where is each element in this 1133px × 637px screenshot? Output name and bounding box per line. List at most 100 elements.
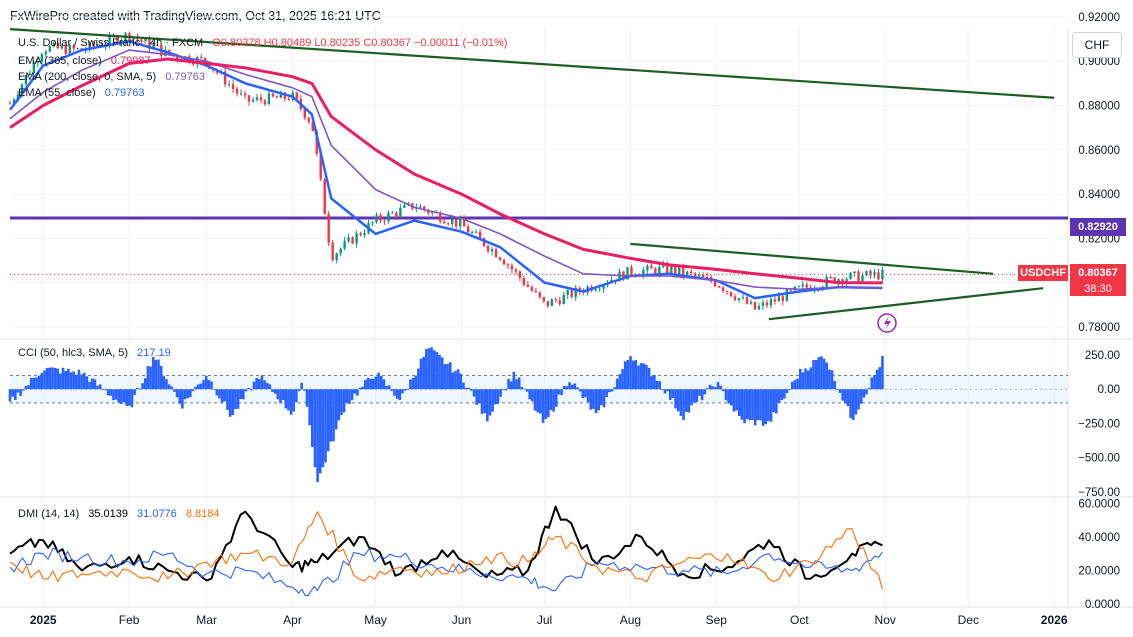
candle-body: [259, 97, 263, 101]
candle-body: [690, 271, 693, 274]
candle-body: [196, 56, 199, 65]
candle-body: [666, 264, 669, 274]
cci-bar: [491, 389, 494, 412]
candle-body: [693, 273, 697, 277]
candle-body: [462, 219, 466, 227]
cci-bar: [809, 367, 813, 390]
cci-bar: [578, 389, 582, 392]
y-tick-label: 0.0000: [1085, 599, 1120, 611]
currency-button[interactable]: CHF: [1072, 32, 1122, 58]
cci-bar: [143, 378, 147, 390]
cci-bar: [862, 389, 866, 398]
candle-body: [287, 98, 291, 100]
cci-bar: [51, 367, 54, 390]
ema365-legend: EMA (365, close) 0.79987: [18, 55, 151, 67]
dmi-legend: DMI (14, 14) 35.0139 31.0776 8.8184: [18, 508, 220, 520]
cci-bar: [141, 383, 144, 390]
cci-bar: [273, 389, 277, 394]
cci-bar: [432, 350, 436, 390]
y-tick-label: 0.88000: [1078, 101, 1120, 113]
cci-bar: [321, 389, 325, 468]
cci-bar: [788, 389, 791, 391]
y-tick-label: 0.82000: [1078, 233, 1120, 245]
cci-bar: [838, 389, 842, 393]
candle-body: [132, 37, 135, 41]
plus-di-line: [9, 547, 883, 597]
candle-body: [12, 99, 16, 104]
candle-body: [395, 212, 398, 217]
price-pane[interactable]: [8, 28, 1068, 333]
candle-body: [562, 294, 565, 305]
cci-bar: [316, 389, 319, 483]
cci-bar: [112, 389, 115, 401]
candle-body: [550, 299, 553, 306]
candle-body: [227, 84, 231, 86]
cci-bar: [554, 389, 558, 407]
cci-bar: [393, 389, 396, 396]
dmi-pane[interactable]: [9, 505, 883, 597]
cci-bar: [218, 389, 221, 399]
cci-bar: [844, 389, 847, 404]
long-term-trendline: [9, 28, 1055, 99]
main-legend: U.S. Dollar / Swiss Franc · 4h · FXCM O0…: [18, 37, 507, 49]
candle-body: [239, 93, 243, 95]
ema200-value: 0.79763: [165, 71, 205, 83]
cci-bar: [350, 389, 354, 401]
cci-bar: [499, 389, 502, 397]
cci-bar: [114, 389, 118, 400]
cci-bar: [586, 389, 590, 403]
candle-body: [267, 93, 271, 105]
cci-bar: [716, 382, 720, 390]
candle-body: [630, 267, 633, 275]
cci-bar: [626, 359, 630, 390]
cci-bar: [737, 389, 741, 416]
cci-bar: [369, 378, 372, 390]
cci-bar: [478, 389, 481, 404]
cci-bar: [361, 386, 364, 390]
candle-body: [881, 269, 884, 280]
candle-body: [192, 62, 195, 65]
cci-bar: [85, 376, 89, 390]
candle-body: [534, 290, 538, 293]
cci-bar: [223, 389, 227, 402]
cci-bar: [756, 389, 760, 421]
cci-bar: [281, 389, 285, 400]
cci-bar: [120, 389, 123, 404]
cci-bar: [371, 378, 375, 390]
cci-bar: [573, 383, 577, 390]
candle-body: [506, 264, 510, 266]
cci-bar: [257, 379, 261, 390]
cci-bar: [547, 389, 550, 418]
cci-bar: [804, 368, 807, 390]
cci-bar: [589, 389, 593, 410]
ema200-legend: EMA (200, close, 0, SMA, 5) 0.79763: [18, 71, 205, 83]
cci-bar: [727, 389, 730, 404]
cci-bar: [666, 389, 669, 392]
cci-legend: CCI (50, hlc3, SMA, 5) 217.19: [18, 347, 171, 359]
cci-bar: [234, 389, 237, 410]
candle-body: [335, 253, 338, 261]
candle-body: [375, 215, 378, 223]
cci-bar: [438, 354, 441, 390]
cci-bar: [745, 389, 749, 420]
candle-body: [566, 290, 569, 295]
cci-bar: [406, 389, 410, 391]
cci-bar: [544, 389, 547, 420]
candle-body: [765, 302, 769, 306]
cci-bar: [90, 378, 94, 390]
cci-pane[interactable]: [8, 347, 1068, 483]
candle-body: [749, 301, 753, 304]
cci-bar: [621, 369, 624, 390]
cci-bar: [98, 384, 102, 390]
cci-bar: [711, 386, 715, 390]
cci-bar: [239, 389, 243, 400]
y-tick-label: 0.90000: [1078, 56, 1120, 68]
candle-body: [745, 297, 749, 304]
cci-bar: [759, 389, 762, 421]
candle-body: [355, 233, 358, 244]
cci-bar: [303, 389, 306, 391]
candle-body: [52, 43, 56, 47]
cci-bar: [130, 389, 134, 408]
cci-bar: [661, 389, 664, 390]
